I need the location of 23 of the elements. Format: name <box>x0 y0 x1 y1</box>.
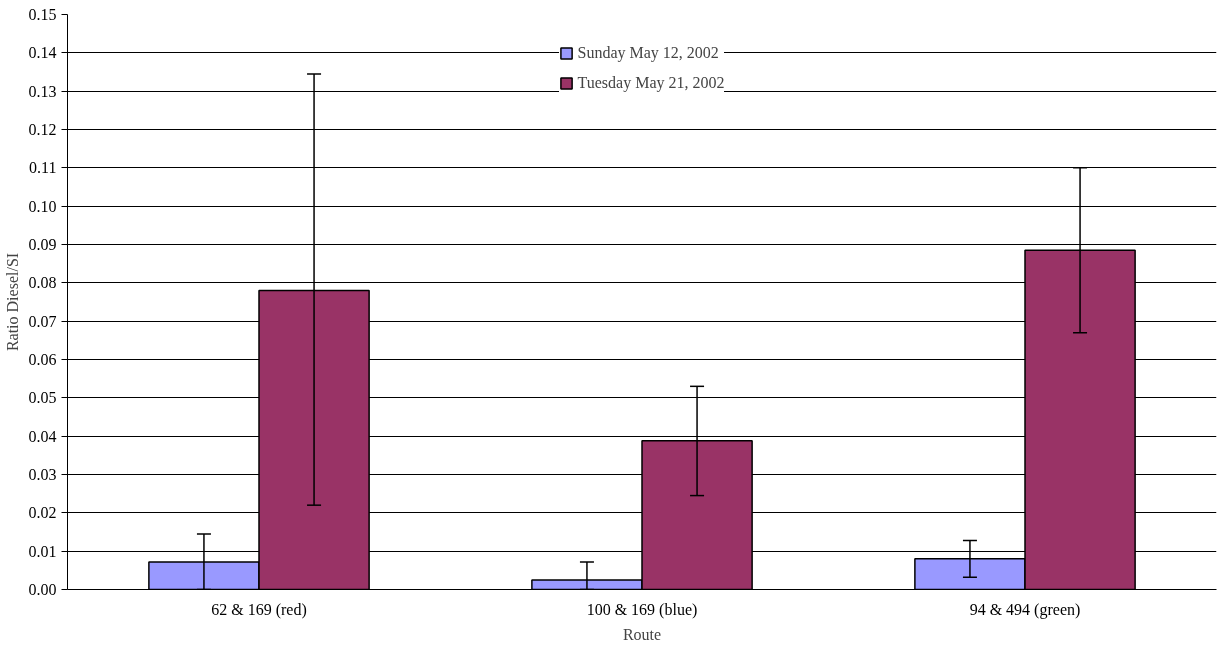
y-tick-label: 0.15 <box>28 6 57 23</box>
x-axis-title: Route <box>622 625 662 643</box>
y-tick-label: 0.06 <box>28 351 57 368</box>
y-tick-label: 0.07 <box>28 312 57 330</box>
y-tick-label: 0.08 <box>28 274 57 292</box>
x-tick-label: 100 & 169 (blue) <box>586 600 698 619</box>
y-tick-label: 0.09 <box>28 236 57 253</box>
legend-label: Sunday May 12, 2002 <box>577 44 719 62</box>
y-tick-label: 0.04 <box>28 427 57 445</box>
x-tick-label: 62 & 169 (red) <box>211 600 307 619</box>
y-tick-label: 0.02 <box>28 504 57 522</box>
y-tick-label: 0.00 <box>28 581 57 598</box>
y-tick-label: 0.12 <box>28 121 57 138</box>
y-tick-label: 0.14 <box>28 44 57 62</box>
y-tick-label: 0.11 <box>29 159 57 177</box>
y-tick-label: 0.01 <box>28 542 57 560</box>
y-axis-title: Ratio Diesel/SI <box>3 252 21 352</box>
legend-label: Tuesday May 21, 2002 <box>577 74 725 92</box>
x-tick-label: 94 & 494 (green) <box>969 600 1081 619</box>
y-tick-label: 0.10 <box>28 197 57 215</box>
y-tick-label: 0.03 <box>28 466 57 483</box>
y-tick-label: 0.05 <box>28 389 57 407</box>
y-tick-label: 0.13 <box>28 82 57 100</box>
